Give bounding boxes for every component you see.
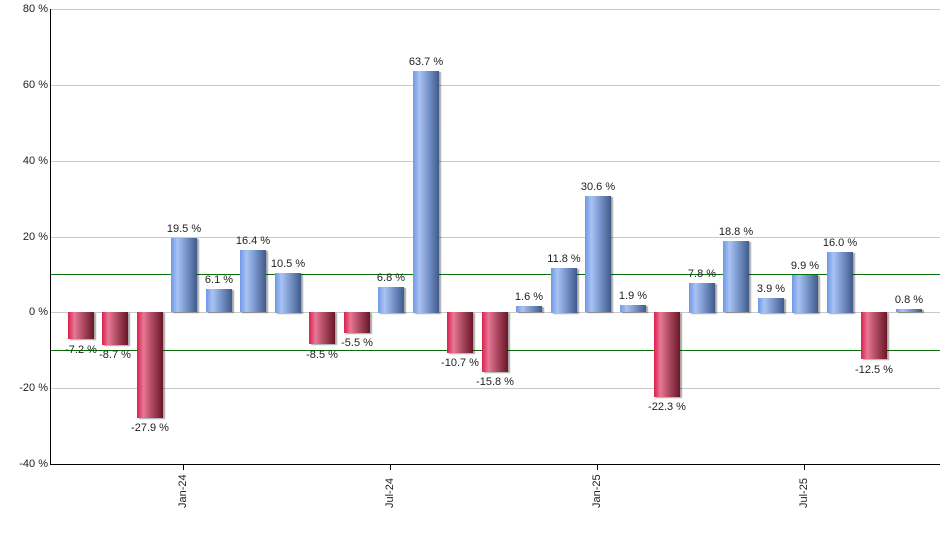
value-label: 6.1 % xyxy=(204,274,234,286)
value-label: 3.9 % xyxy=(756,283,786,295)
bar-sep-25 xyxy=(792,275,818,313)
y-tick-label: 80 % xyxy=(22,3,48,15)
y-tick-label: -20 % xyxy=(19,382,48,394)
bar-mar-25 xyxy=(585,196,611,312)
bar-nov-25 xyxy=(861,312,887,359)
bar-dec-25 xyxy=(896,309,922,312)
x-tick xyxy=(804,464,805,470)
bar-oct-24 xyxy=(413,71,439,313)
bar-nov-24 xyxy=(447,312,473,353)
bar-jun-24 xyxy=(275,273,301,313)
value-label: 16.0 % xyxy=(822,237,858,249)
bar-mar-24 xyxy=(171,238,197,312)
bar-aug-24 xyxy=(344,312,370,333)
value-label: 16.4 % xyxy=(235,235,271,247)
x-tick-label: Jul-25 xyxy=(798,478,810,508)
value-label: 0.8 % xyxy=(894,294,924,306)
bar-aug-25 xyxy=(758,298,784,313)
value-label: 6.8 % xyxy=(376,272,406,284)
value-label: 19.5 % xyxy=(166,223,202,235)
bar-feb-25 xyxy=(551,268,577,313)
value-label: -22.3 % xyxy=(648,401,686,413)
value-label: 63.7 % xyxy=(408,56,444,68)
value-label: -12.5 % xyxy=(855,364,893,376)
bar-jan-25 xyxy=(516,306,542,312)
bar-dec-23 xyxy=(68,312,94,339)
bar-may-25 xyxy=(654,312,680,397)
value-label: 11.8 % xyxy=(547,253,581,265)
value-label: 9.9 % xyxy=(790,260,820,272)
x-tick xyxy=(597,464,598,470)
x-tick-label: Jul-24 xyxy=(384,478,396,508)
bar-jul-25 xyxy=(723,241,749,312)
reference-line xyxy=(51,274,940,275)
value-label: 18.8 % xyxy=(718,226,754,238)
value-label: -8.7 % xyxy=(99,349,131,361)
value-label: 10.5 % xyxy=(270,258,306,270)
y-tick-label: 20 % xyxy=(22,231,48,243)
x-tick xyxy=(390,464,391,470)
x-tick-label: Jan-24 xyxy=(177,474,189,508)
y-tick-label: 0 % xyxy=(29,306,48,318)
bar-jun-25 xyxy=(689,283,715,313)
value-label: -5.5 % xyxy=(341,337,373,349)
y-tick-label: -40 % xyxy=(19,458,48,470)
bar-jan-24 xyxy=(102,312,128,345)
bar-oct-25 xyxy=(827,252,853,313)
value-label: -15.8 % xyxy=(476,376,514,388)
value-label: -10.7 % xyxy=(441,357,479,369)
x-tick-label: Jan-25 xyxy=(591,474,603,508)
gridline xyxy=(51,237,940,238)
bar-apr-25 xyxy=(620,305,646,312)
bar-dec-24 xyxy=(482,312,508,372)
value-label: 1.6 % xyxy=(514,291,544,303)
gridline xyxy=(51,161,940,162)
bar-feb-24 xyxy=(137,312,163,418)
y-tick-label: 60 % xyxy=(22,79,48,91)
x-tick xyxy=(183,464,184,470)
value-label: -8.5 % xyxy=(306,349,338,361)
gridline xyxy=(51,85,940,86)
value-label: 30.6 % xyxy=(580,181,616,193)
value-label: -7.2 % xyxy=(65,344,97,356)
bar-apr-24 xyxy=(206,289,232,312)
y-axis-line xyxy=(50,9,51,465)
bar-may-24 xyxy=(240,250,266,312)
y-tick-label: 40 % xyxy=(22,155,48,167)
value-label: -27.9 % xyxy=(131,422,169,434)
value-label: 7.8 % xyxy=(687,268,717,280)
value-label: 1.9 % xyxy=(618,290,648,302)
bar-jul-24 xyxy=(309,312,335,344)
gridline xyxy=(51,9,940,10)
gridline xyxy=(51,388,940,389)
x-axis-line xyxy=(50,464,940,465)
bar-sep-24 xyxy=(378,287,404,313)
